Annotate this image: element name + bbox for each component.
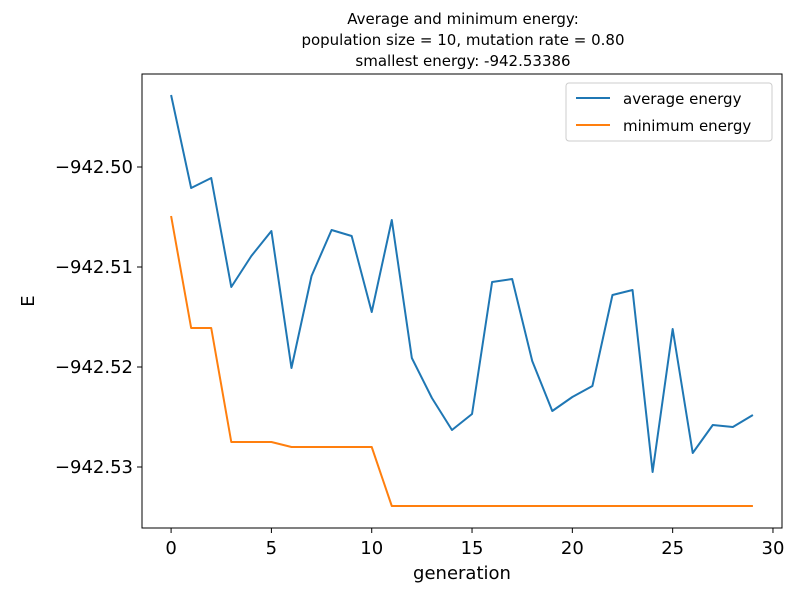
legend-label-average-energy: average energy <box>623 90 742 108</box>
legend-label-minimum-energy: minimum energy <box>623 117 751 135</box>
x-axis-label: generation <box>413 563 511 584</box>
x-tick-label: 5 <box>266 538 277 559</box>
series-line-average-energy <box>170 94 754 473</box>
x-tick-label: 0 <box>165 538 176 559</box>
plot-area <box>142 74 782 528</box>
y-tick-label: −942.51 <box>55 257 133 278</box>
y-tick-label: −942.53 <box>55 457 133 478</box>
chart-title-line-3: smallest energy: -942.53386 <box>355 52 570 70</box>
plot-frame <box>141 73 783 529</box>
y-axis-label: E <box>18 295 39 306</box>
chart-title-line-1: Average and minimum energy: <box>347 10 579 28</box>
legend-box <box>565 82 773 142</box>
y-tick-label: −942.50 <box>55 157 133 178</box>
legend: average energy minimum energy <box>565 82 773 142</box>
x-tick-label: 15 <box>461 538 484 559</box>
chart-title-line-2: population size = 10, mutation rate = 0.… <box>301 31 624 49</box>
x-axis-ticks: 0 5 10 15 20 25 30 <box>165 528 784 559</box>
x-tick-label: 25 <box>661 538 684 559</box>
y-axis-ticks: −942.50 −942.51 −942.52 −942.53 <box>55 157 142 478</box>
x-tick-label: 30 <box>762 538 785 559</box>
x-tick-label: 10 <box>360 538 383 559</box>
x-tick-label: 20 <box>561 538 584 559</box>
y-tick-label: −942.52 <box>55 357 133 378</box>
series-line-minimum-energy <box>170 215 753 507</box>
series-layer <box>170 94 754 507</box>
